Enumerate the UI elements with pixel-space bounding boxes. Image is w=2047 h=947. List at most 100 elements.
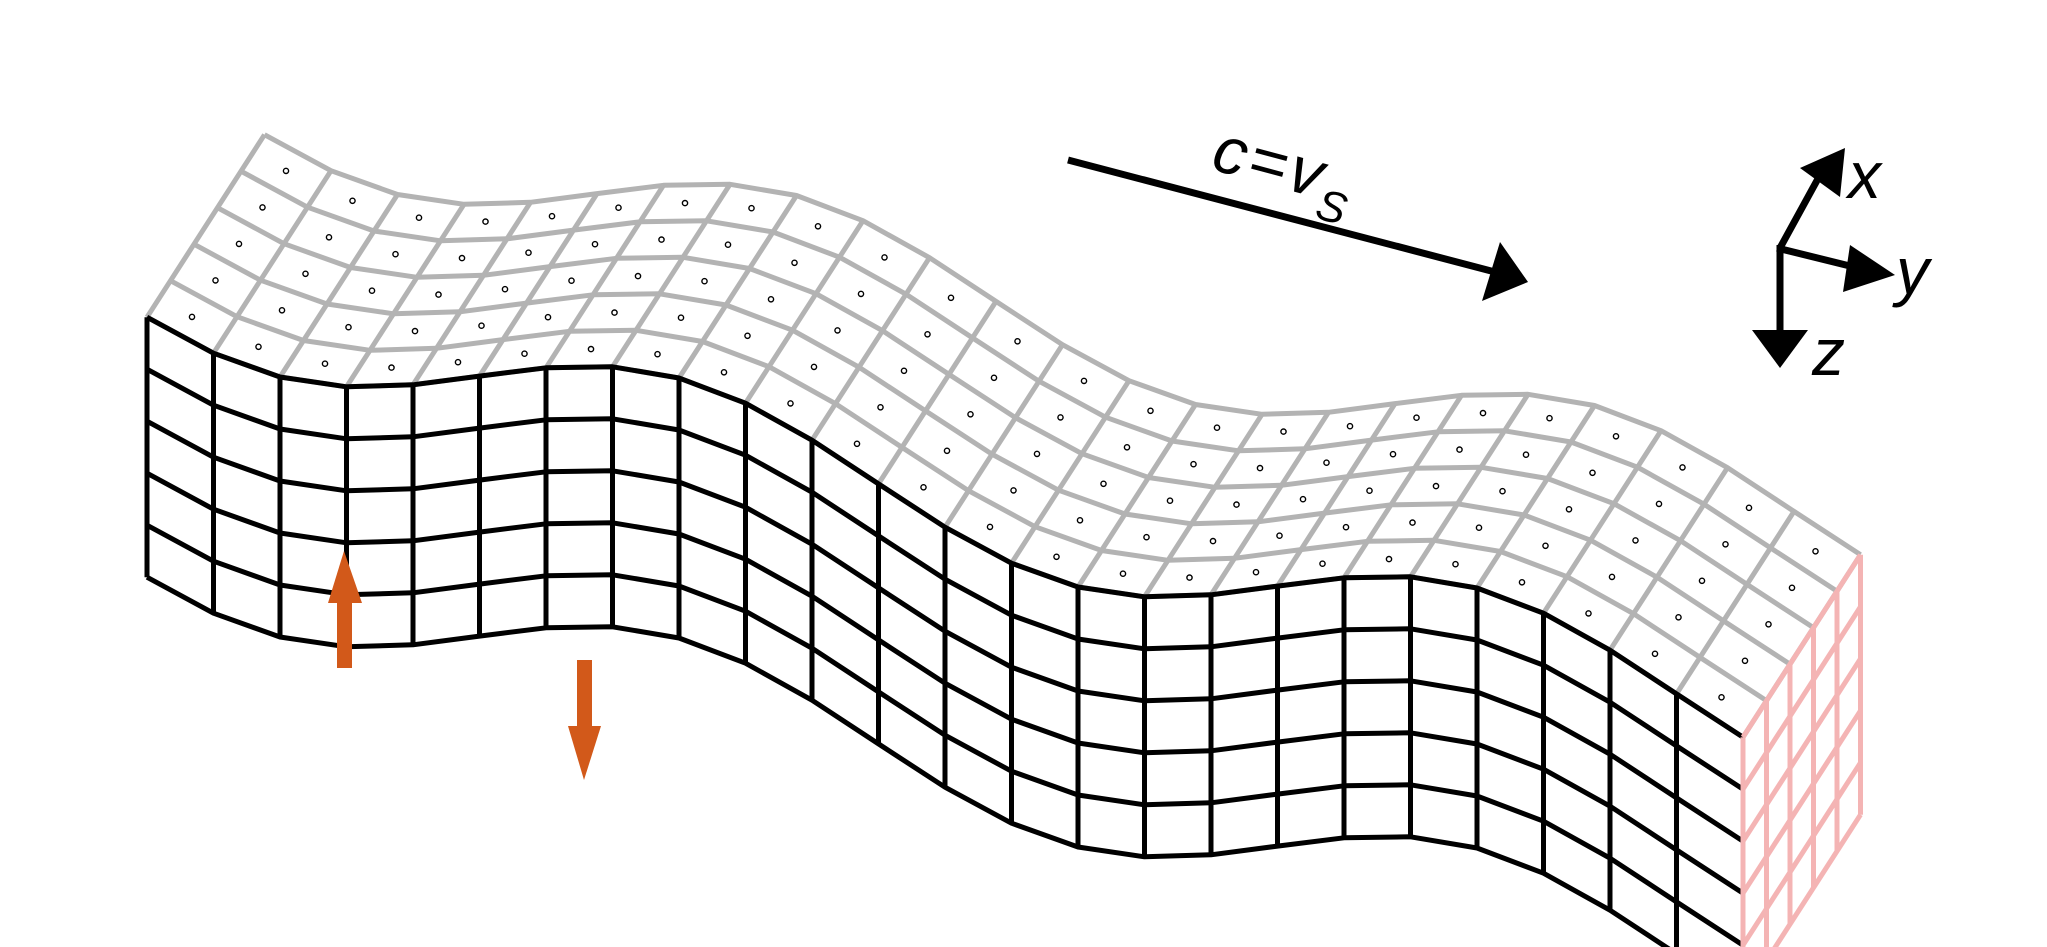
surface-particle [1651, 650, 1659, 658]
surface-particle [1256, 464, 1264, 472]
surface-particle [1589, 469, 1596, 477]
surface-particle [1186, 574, 1193, 581]
surface-particle [1389, 450, 1397, 458]
surface-particle [1033, 450, 1041, 458]
particle-motion-arrows [328, 551, 601, 780]
surface-particle [1456, 446, 1463, 453]
surface-grid-line [1541, 429, 1664, 615]
y-axis-line [1776, 244, 1859, 272]
surface-particle [900, 367, 908, 375]
surface-particle [1190, 460, 1197, 468]
surface-particle [810, 363, 818, 371]
surface-particle [1100, 480, 1107, 488]
surface-particle [654, 350, 661, 358]
surface-particle [544, 313, 552, 321]
end-face-line [1740, 657, 1863, 843]
surface-particle [1342, 523, 1350, 531]
axis-x-label: x [1845, 138, 1883, 212]
end-face-line [1772, 813, 1863, 947]
surface-particle [720, 368, 728, 376]
surface-grid-line [809, 256, 932, 442]
surface-particle [1366, 487, 1373, 495]
surface-grid-line [1474, 404, 1597, 590]
surface-particle [501, 285, 509, 293]
surface-particle [259, 204, 266, 211]
surface-particle [986, 523, 994, 531]
surface-particle [1385, 555, 1393, 563]
surface-grid-line [344, 202, 467, 389]
surface-particle [1722, 541, 1729, 548]
surface-grid-line [743, 219, 866, 405]
surface-particle [1409, 519, 1416, 526]
surface-particle [857, 290, 865, 298]
surface-particle [990, 374, 998, 382]
surface-grid-line [1142, 412, 1265, 599]
surface-particle [1585, 610, 1592, 617]
surface-particle [325, 233, 333, 241]
surface-particle [1280, 428, 1287, 435]
surface-particle [967, 410, 974, 418]
surface-grid-line [277, 193, 400, 379]
surface-particle [1542, 542, 1549, 550]
surface-particle [1675, 614, 1682, 621]
surface-particle [1014, 337, 1021, 345]
surface-particle [568, 277, 575, 285]
surface-particle [1010, 487, 1017, 494]
surface-particle [458, 254, 466, 262]
surface-grid-line [543, 183, 666, 370]
side-grid [144, 315, 1746, 947]
surface-particle [658, 236, 665, 243]
surface-particle [1679, 464, 1686, 471]
surface-particle [834, 327, 841, 334]
surface-particle [1057, 414, 1064, 421]
surface-grid [144, 132, 1863, 740]
surface-particle [255, 343, 262, 351]
surface-particle [1518, 579, 1526, 586]
surface-particle [1252, 568, 1260, 576]
surface-particle [744, 332, 751, 340]
surface-particle [1166, 497, 1174, 505]
surface-grid-line [1341, 393, 1464, 580]
surface-particle [1299, 495, 1307, 503]
surface-particle [321, 360, 329, 368]
surface-particle [454, 358, 462, 366]
surface-particle [787, 400, 794, 407]
surface-grid-line [1674, 510, 1797, 696]
axis-z-label: z [1811, 315, 1845, 389]
surface-particle [1209, 537, 1217, 545]
surface-grid-line [610, 182, 733, 369]
surface-particle [814, 222, 822, 230]
end-face-line [1740, 553, 1863, 739]
surface-particle [924, 330, 931, 338]
surface-grid-line [211, 169, 334, 355]
surface-grid-line [410, 200, 533, 387]
surface-particle [877, 403, 884, 411]
surface-particle [521, 350, 528, 358]
x-axis-arrowhead [1800, 148, 1845, 197]
surface-particle [1546, 414, 1553, 422]
surface-grid-line [1607, 466, 1730, 652]
surface-particle [1765, 621, 1772, 628]
surface-particle [282, 167, 290, 175]
surface-particle [677, 314, 685, 322]
surface-particle [1346, 422, 1354, 430]
surface-particle [235, 240, 243, 248]
surface-particle [634, 272, 642, 280]
surface-particle [411, 327, 419, 335]
x-axis-line [1776, 173, 1824, 250]
surface-grid-line [1009, 379, 1132, 565]
surface-particle [724, 241, 732, 248]
surface-particle [853, 440, 861, 448]
surface-particle [1432, 482, 1440, 490]
surface-grid-line [942, 343, 1065, 529]
surface-grid-line [1275, 402, 1398, 588]
surface-particle [1143, 533, 1150, 541]
surface-particle [415, 214, 423, 221]
surface-particle [1319, 560, 1326, 568]
surface-particle [681, 199, 689, 207]
surface-particle [1655, 500, 1663, 508]
surface-particle [392, 250, 399, 258]
surface-particle [587, 345, 595, 353]
surface-particle [591, 240, 599, 248]
